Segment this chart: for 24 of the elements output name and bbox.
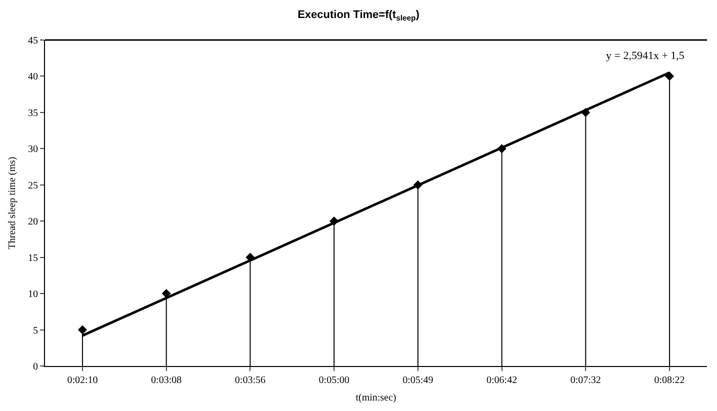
y-tick-label: 0	[33, 362, 38, 372]
x-tick-label: 0:06:42	[486, 375, 518, 386]
y-tick-label: 5	[33, 325, 38, 336]
annotation: y = 2,5941x + 1,5	[606, 50, 685, 62]
x-axis-title: t(min:sec)	[356, 392, 396, 404]
x-tick-label: 0:03:56	[234, 375, 266, 386]
y-axis-title: Thread sleep time (ms)	[7, 156, 18, 250]
y-tick-label: 35	[28, 108, 38, 119]
x-tick-label: 0:05:49	[402, 375, 434, 386]
y-tick-label: 40	[28, 72, 38, 83]
x-tick-label: 0:08:22	[654, 375, 685, 386]
y-tick-label: 25	[28, 180, 38, 192]
y-tick-label: 30	[28, 144, 38, 156]
x-tick-label: 0:02:10	[67, 375, 98, 386]
y-tick-label: 15	[28, 252, 38, 264]
x-tick-label: 0:05:00	[318, 375, 350, 386]
y-tick-label: 45	[28, 36, 38, 46]
x-tick-label: 0:03:08	[151, 375, 182, 386]
y-tick-label: 20	[28, 216, 38, 228]
chart-title: Execution Time=f(t$_{sleep}$)	[298, 8, 420, 22]
point	[162, 289, 171, 298]
y-tick-label: 10	[28, 289, 38, 300]
point	[78, 325, 88, 334]
x-tick-label: 0:07:32	[570, 375, 601, 386]
